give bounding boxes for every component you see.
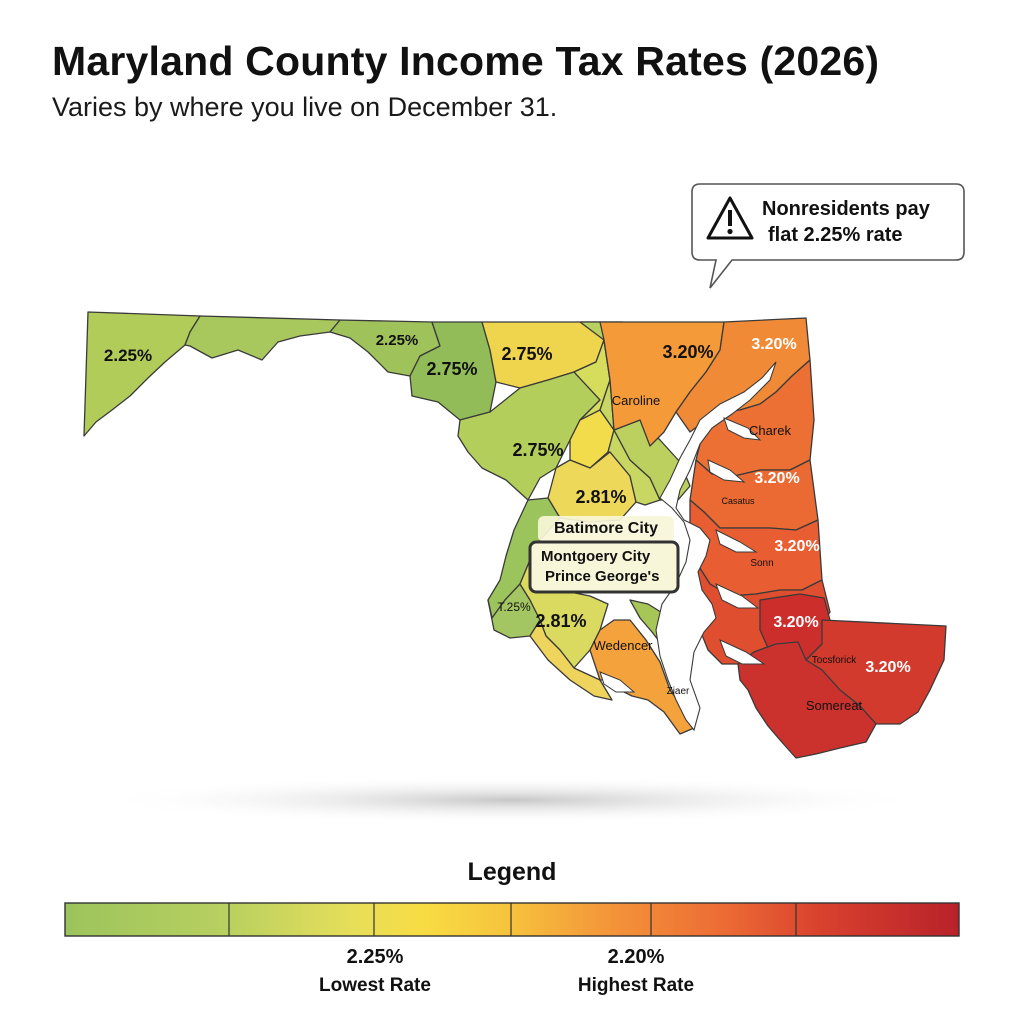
baltimore-city-box [538,516,674,542]
callout-bubble [691,183,965,289]
legend-high-caption: Highest Rate [577,975,695,996]
region-label-carroll: 2.75% [501,344,552,364]
city-label-baltimore: Batimore City [554,520,659,537]
callout-line-2: flat 2.25% rate [768,224,903,246]
region-label-wedencer: Wedencer [593,638,653,653]
region-label-garrett: 2.25% [104,346,152,365]
region-label-charles: T.25% [497,600,531,614]
city-label-montgomery: Montgoery City [541,548,651,565]
legend-color-bar [64,902,960,937]
region-label-charek: Charek [749,423,791,438]
region-label-anne-arundel: 2.81% [575,487,626,507]
region-label-casatus: Casatus [721,496,755,506]
city-label-prince-georges: Prince George's [545,568,660,585]
region-label-caroline: Caroline [612,393,660,408]
maryland-map: 2.25% 2.25% 2.75% 2.75% 2.75% 3.20% 3.20… [83,311,947,824]
region-label-wicomico: 3.20% [773,614,818,631]
region-label-frederick: 2.75% [426,359,477,379]
region-label-somereat: Somereat [806,698,863,713]
nonresident-callout: Nonresidents pay flat 2.25% rate [691,183,965,289]
map-shadow [90,776,930,824]
county-garrett[interactable] [83,311,201,437]
county-somerset[interactable] [737,641,877,759]
region-label-tocsforick: Tocsforick [812,655,857,666]
region-label-cecil: 3.20% [662,342,713,362]
page-subtitle: Varies by where you live on December 31. [52,92,558,122]
region-label-washington: 2.25% [376,332,419,349]
region-label-ziaer: Ziaer [667,686,690,697]
region-label-caroline-south: 3.20% [774,538,819,555]
warning-icon [706,196,754,240]
region-label-prince-georges: 2.81% [535,611,586,631]
region-label-howard: 2.75% [512,440,563,460]
callout-line-1: Nonresidents pay [762,198,930,220]
chesapeake-bay [655,361,777,732]
montgomery-pg-box [528,540,680,594]
region-label-sonn: Sonn [750,558,773,569]
region-label-kent: 3.20% [751,336,796,353]
page-title: Maryland County Income Tax Rates (2026) [52,38,880,84]
legend-low-caption: Lowest Rate [319,975,431,996]
legend-title: Legend [467,858,557,886]
region-label-talbot: 3.20% [754,470,799,487]
county-allegany[interactable] [184,315,341,361]
bay-inlets [599,417,766,693]
legend-low-value: 2.25% [346,946,404,968]
region-label-worcester: 3.20% [865,659,910,676]
legend-high-value: 2.20% [607,946,665,968]
